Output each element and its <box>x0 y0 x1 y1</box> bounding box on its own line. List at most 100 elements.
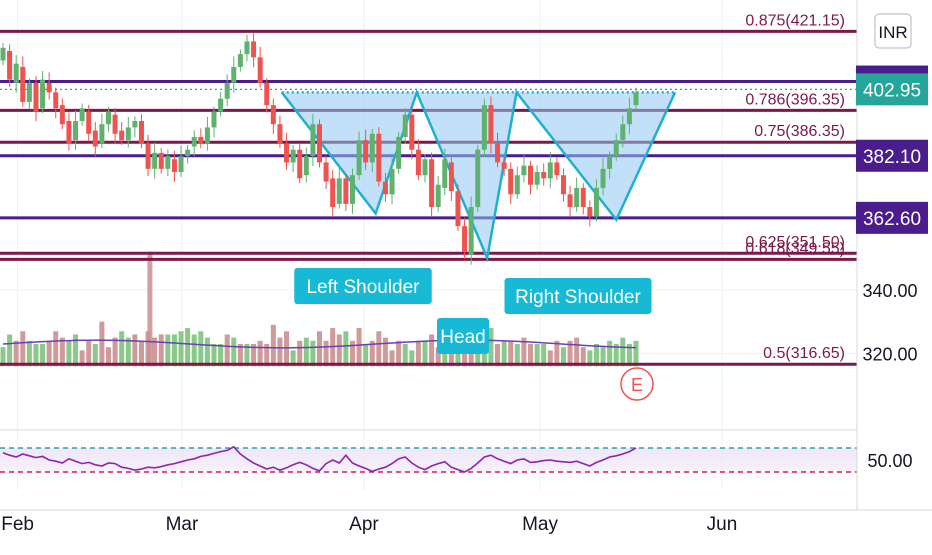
currency-badge <box>874 13 912 49</box>
pattern-label-left-shoulder-text: Left Shoulder <box>306 277 420 298</box>
volume-bar <box>106 347 111 367</box>
candle-body <box>224 82 230 99</box>
volume-bar <box>422 340 428 367</box>
axes: Feb Mar Apr May Jun 340.00 320.00 50.00 <box>0 0 932 535</box>
candle-body <box>541 172 547 179</box>
earnings-marker-text: E <box>631 375 643 395</box>
volume-bar <box>363 344 369 367</box>
volume-bar <box>251 344 257 367</box>
candle-body <box>66 121 72 144</box>
volume-bar <box>132 334 138 367</box>
volume-bar <box>73 334 79 367</box>
candle-body <box>534 172 540 185</box>
volume-bar <box>86 340 92 367</box>
candle-body <box>290 149 296 163</box>
volume-bar <box>152 337 158 367</box>
price-level-tag-text: 362.60 <box>863 209 921 230</box>
candle-body <box>369 133 375 163</box>
candle-body <box>448 162 454 192</box>
pattern-label-right-shoulder <box>504 278 652 314</box>
volume-bar <box>620 337 626 367</box>
volume-bar <box>13 340 19 367</box>
candle-body <box>251 41 257 58</box>
fib-level-label: 0.875(421.15) <box>745 12 845 29</box>
pattern-outline <box>280 88 677 263</box>
volume-bar <box>290 350 296 367</box>
volume-bar <box>541 344 547 367</box>
candle-body <box>310 124 316 157</box>
volume-bar <box>119 331 125 367</box>
candle-body <box>422 159 428 176</box>
x-tick-label: Feb <box>1 514 34 535</box>
candle-body <box>178 156 184 172</box>
volume-bar <box>33 344 39 367</box>
candle-body <box>633 92 639 106</box>
volume-bar <box>66 340 72 367</box>
current-price-tag-text: 402.95 <box>863 80 921 101</box>
volume-bar <box>382 337 388 367</box>
candle-body <box>152 152 158 169</box>
volume-bar <box>178 331 184 367</box>
candle-body <box>521 165 527 176</box>
candle-body <box>40 79 46 109</box>
candle-body <box>132 121 138 128</box>
volume-bar <box>224 334 230 367</box>
candle-body <box>26 82 32 102</box>
volume-bar <box>508 340 514 367</box>
fib-level-label: 0.5(316.65) <box>763 345 845 362</box>
volume-bar <box>626 344 632 367</box>
candle-body <box>620 124 626 141</box>
candle-body <box>382 181 388 195</box>
candle-body <box>264 82 270 106</box>
volume-bar <box>53 331 59 367</box>
candle-body <box>257 57 263 83</box>
volume-bar <box>7 334 13 367</box>
candle-body <box>303 156 309 176</box>
volume-bar <box>165 334 171 367</box>
candle-body <box>508 168 514 195</box>
volume-bar <box>204 337 210 367</box>
candle-body <box>402 114 408 137</box>
volume-bar <box>376 331 382 367</box>
volume-bar <box>270 324 276 367</box>
volume-bar <box>171 334 177 367</box>
candle-body <box>593 187 599 217</box>
candle-body <box>59 105 65 125</box>
candle-body <box>165 156 171 169</box>
volume-bar <box>26 340 32 367</box>
volume-bar <box>284 331 290 367</box>
candle-body <box>495 143 501 163</box>
volume-bar <box>138 340 144 367</box>
candle-body <box>455 191 461 227</box>
volume-bar <box>600 347 606 367</box>
x-tick-label: Apr <box>349 514 379 535</box>
fib-level-label: 0.625(351.50) <box>745 234 845 251</box>
candle-body <box>587 207 593 217</box>
horizontal-levels <box>0 80 857 220</box>
rsi-tick-label: 50.00 <box>867 451 912 471</box>
volume-bar <box>92 344 98 367</box>
pattern-label-head <box>437 318 489 354</box>
fib-level-label: 0.618(349.55) <box>745 240 845 257</box>
volume-bar <box>147 251 153 367</box>
volume-ma-line <box>2 339 637 349</box>
candle-body <box>607 156 613 169</box>
volume-bar <box>125 337 131 367</box>
volume-bar <box>0 347 6 367</box>
volume-bar <box>514 344 520 367</box>
candle-body <box>158 152 164 169</box>
volume-bar <box>633 340 639 367</box>
candle-body <box>323 162 329 182</box>
candle-body <box>99 124 105 144</box>
candlesticks <box>0 32 639 265</box>
volume-bar <box>310 340 316 367</box>
volume-bar <box>231 337 237 367</box>
price-level-tag <box>856 139 928 172</box>
volume-bar <box>191 334 197 367</box>
fib-level-label: 0.786(396.35) <box>745 91 845 108</box>
volume-bar <box>336 334 342 367</box>
candle-body <box>415 149 421 176</box>
